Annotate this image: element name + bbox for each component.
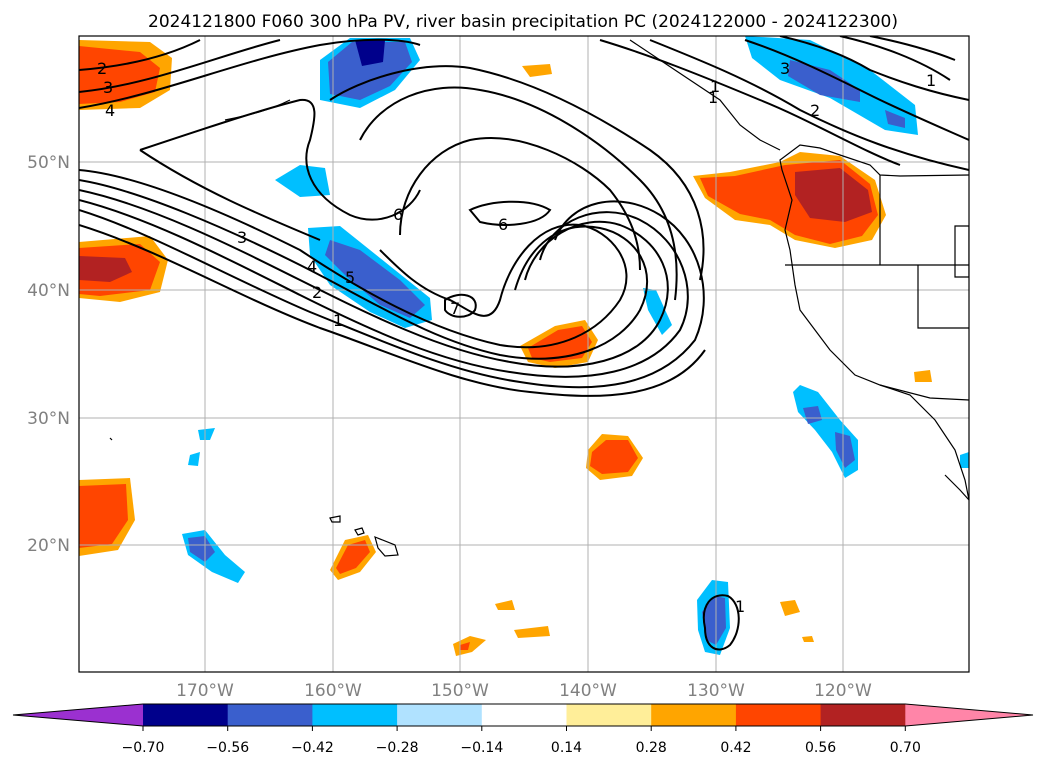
contour-label: 3 — [780, 59, 790, 78]
contour-label: 6 — [393, 205, 403, 224]
colorbar-tick-label: 0.56 — [805, 740, 836, 756]
precip-region — [336, 540, 370, 574]
precip-region — [528, 326, 592, 362]
pv-contours — [79, 36, 969, 651]
contour-labels: 2 3 4 6 6 3 4 5 2 1 7 1 1 2 3 1 1 — [97, 59, 936, 616]
precip-region — [780, 600, 800, 616]
precip-shading — [79, 36, 969, 656]
colorbar-tick-label: 0.70 — [890, 740, 921, 756]
precip-region — [79, 256, 132, 282]
colorbar-extend-max — [905, 704, 1033, 726]
contour-label: 1 — [926, 71, 936, 90]
colorbar-segment — [566, 704, 652, 726]
colorbar-segment — [227, 704, 313, 726]
colorbar-segment — [651, 704, 737, 726]
precip-region — [328, 42, 412, 100]
precip-region — [803, 406, 822, 424]
latitude-labels: 50°N 40°N 30°N 20°N — [27, 153, 70, 556]
precip-region — [960, 452, 969, 468]
precip-region — [79, 484, 128, 548]
precip-region — [325, 240, 425, 318]
colorbar-tick-label: −0.70 — [122, 740, 165, 756]
coastlines — [109, 39, 969, 557]
colorbar-segment — [481, 704, 567, 726]
lon-label: 140°W — [559, 681, 617, 701]
colorbar-tick-label: −0.28 — [376, 740, 419, 756]
contour-label: 4 — [307, 257, 317, 276]
colorbar-tick-label: −0.56 — [206, 740, 249, 756]
contour-label: 3 — [237, 228, 247, 247]
precip-region — [188, 452, 200, 466]
lon-label: 130°W — [687, 681, 745, 701]
precip-region — [885, 110, 905, 128]
colorbar-segment — [312, 704, 398, 726]
lon-label: 150°W — [431, 681, 489, 701]
lon-label: 120°W — [814, 681, 872, 701]
precip-region — [355, 40, 385, 66]
precip-region — [590, 440, 638, 474]
contour-label: 5 — [345, 268, 355, 287]
contour-label: 1 — [735, 597, 745, 616]
contour-label: 6 — [498, 215, 508, 234]
precip-region — [795, 168, 872, 222]
colorbar-tick-label: 0.42 — [720, 740, 751, 756]
lat-label: 40°N — [27, 281, 70, 301]
lon-label: 160°W — [304, 681, 362, 701]
precip-region — [914, 370, 932, 382]
lat-label: 30°N — [27, 409, 70, 429]
contour-label: 1 — [333, 311, 343, 330]
precip-region — [702, 596, 726, 645]
precip-region — [188, 536, 215, 562]
contour-label: 1 — [708, 88, 718, 107]
precip-region — [453, 636, 486, 656]
precip-region — [460, 642, 470, 650]
contour-label: 2 — [97, 59, 107, 78]
colorbar-tick-label: −0.14 — [460, 740, 503, 756]
map-title: 2024121800 F060 300 hPa PV, river basin … — [148, 12, 898, 32]
gridlines — [79, 36, 969, 672]
precip-region — [522, 64, 552, 77]
colorbar-segment — [397, 704, 483, 726]
lat-label: 50°N — [27, 153, 70, 173]
contour-label: 2 — [312, 283, 322, 302]
lat-label: 20°N — [27, 536, 70, 556]
precip-region — [495, 600, 515, 610]
contour-label: 7 — [450, 299, 460, 318]
colorbar-tick-label: 0.28 — [636, 740, 667, 756]
map-area: 2 3 4 6 6 3 4 5 2 1 7 1 1 2 3 1 1 — [79, 36, 969, 672]
colorbar-tick-label: −0.42 — [291, 740, 334, 756]
colorbar-segment — [735, 704, 822, 726]
lon-label: 170°W — [176, 681, 234, 701]
precip-region — [514, 626, 550, 638]
colorbar-extend-min — [13, 704, 143, 726]
contour-label: 1 — [710, 77, 720, 96]
colorbar: −0.70 −0.56 −0.42 −0.28 −0.14 0.14 0.28 0.42 0.5… — [12, 703, 1034, 756]
precip-region — [643, 288, 672, 335]
contour-label: 2 — [810, 101, 820, 120]
map-frame — [78, 35, 970, 673]
colorbar-tick-label: 0.14 — [551, 740, 582, 756]
colorbar-segment — [820, 704, 906, 726]
contour-label: 4 — [105, 101, 115, 120]
precip-region — [788, 60, 860, 102]
precip-region — [802, 636, 814, 642]
precip-region — [835, 432, 855, 468]
contour-label: 3 — [103, 78, 113, 97]
precip-region — [198, 428, 215, 440]
longitude-labels: 170°W 160°W 150°W 140°W 130°W 120°W — [176, 681, 872, 701]
colorbar-segment — [143, 704, 229, 726]
